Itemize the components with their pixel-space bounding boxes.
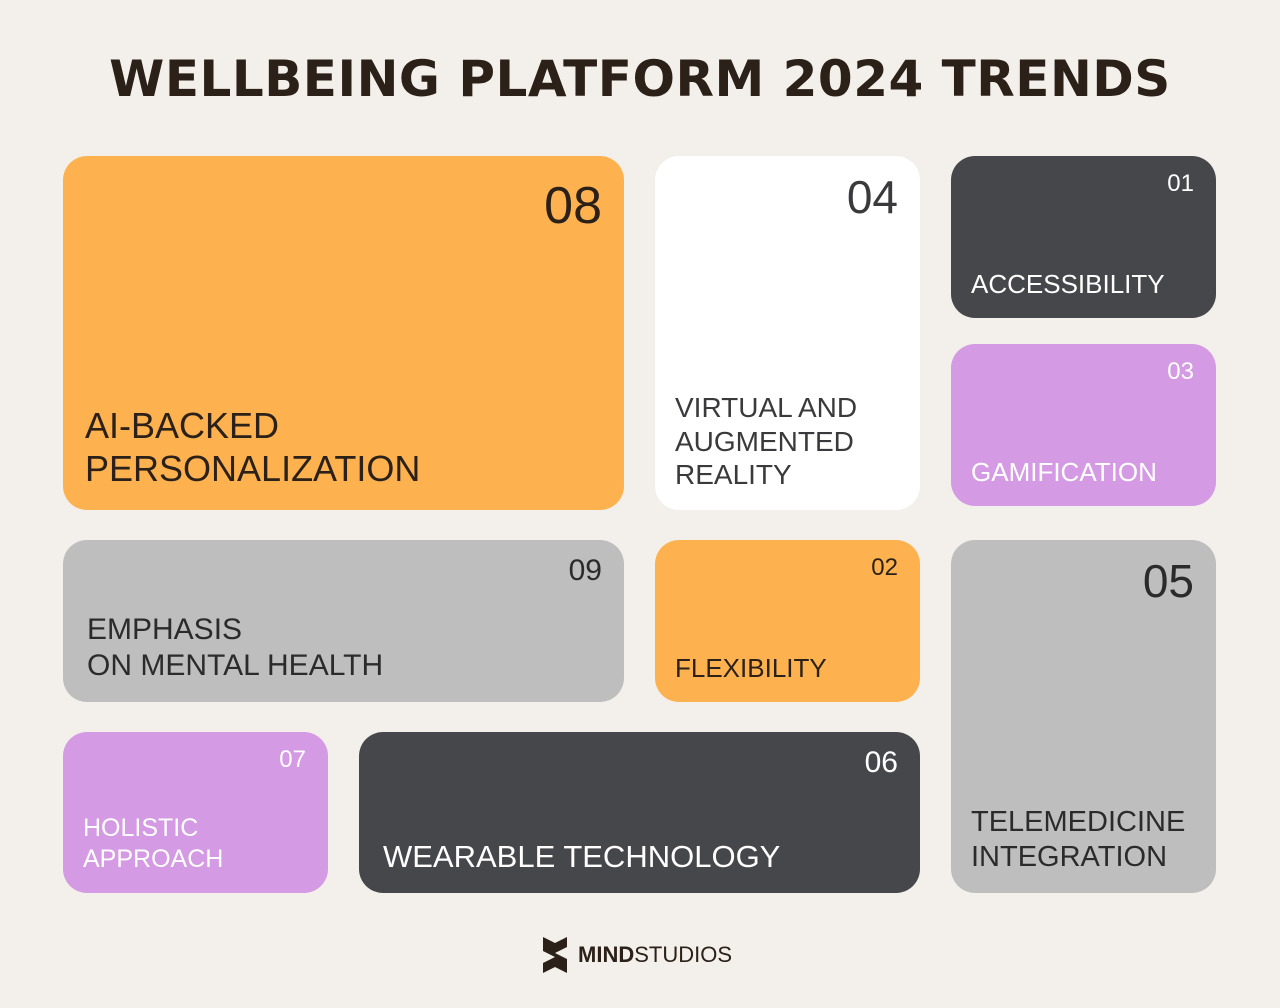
tile-label: AI-BACKED PERSONALIZATION xyxy=(85,404,420,490)
label-line: APPROACH xyxy=(83,844,224,873)
tile-label: EMPHASIS ON MENTAL HEALTH xyxy=(87,612,383,684)
label-line: WEARABLE TECHNOLOGY xyxy=(383,838,781,874)
tile-number: 08 xyxy=(544,177,602,235)
tile-label: ACCESSIBILITY xyxy=(971,269,1165,300)
label-line: GAMIFICATION xyxy=(971,456,1157,487)
tile-number: 04 xyxy=(846,171,898,223)
tile: 01 ACCESSIBILITY xyxy=(951,156,1216,318)
label-line: INTEGRATION xyxy=(971,841,1168,874)
label-line: ACCESSIBILITY xyxy=(971,268,1165,299)
label-line: HOLISTIC xyxy=(83,813,199,842)
label-line: AUGMENTED xyxy=(675,425,854,457)
tile: 06 WEARABLE TECHNOLOGY xyxy=(359,732,920,893)
label-line: TELEMEDICINE xyxy=(971,806,1186,839)
label-line: FLEXIBILITY xyxy=(675,652,827,683)
tile-label: HOLISTIC APPROACH xyxy=(83,813,223,876)
tile-label: WEARABLE TECHNOLOGY xyxy=(383,838,780,875)
tile-label: FLEXIBILITY xyxy=(675,653,827,684)
tile-number: 09 xyxy=(568,554,602,587)
footer: MIND STUDIOS xyxy=(540,935,732,975)
tile-label: GAMIFICATION xyxy=(971,457,1157,488)
tile-number: 06 xyxy=(864,746,898,779)
tile: 07 HOLISTIC APPROACH xyxy=(63,732,328,893)
title: WELLBEING PLATFORM 2024 TRENDS xyxy=(109,50,1171,108)
tile: 04 VIRTUAL AND AUGMENTED REALITY xyxy=(655,156,920,510)
tile-number: 03 xyxy=(1167,358,1194,385)
label-line: ON MENTAL HEALTH xyxy=(87,649,384,682)
logo-icon xyxy=(543,937,567,973)
brand-bold: MIND xyxy=(578,942,635,967)
tile-number: 05 xyxy=(1142,555,1194,607)
tile: 08 AI-BACKED PERSONALIZATION xyxy=(63,156,624,510)
tile: 05 TELEMEDICINE INTEGRATION xyxy=(951,540,1216,893)
label-line: REALITY xyxy=(675,459,792,491)
label-line: EMPHASIS xyxy=(87,613,243,646)
tile: 09 EMPHASIS ON MENTAL HEALTH xyxy=(63,540,624,702)
tile-number: 02 xyxy=(871,554,898,581)
label-line: PERSONALIZATION xyxy=(85,447,421,489)
tile: 02 FLEXIBILITY xyxy=(655,540,920,702)
tile-label: TELEMEDICINE INTEGRATION xyxy=(971,805,1185,875)
label-line: VIRTUAL AND xyxy=(675,392,858,424)
tile: 03 GAMIFICATION xyxy=(951,344,1216,506)
label-line: AI-BACKED xyxy=(85,404,280,446)
brand-light: STUDIOS xyxy=(634,942,733,967)
tile-number: 07 xyxy=(279,746,306,773)
tile-label: VIRTUAL AND AUGMENTED REALITY xyxy=(675,391,857,492)
tile-number: 01 xyxy=(1167,170,1194,197)
